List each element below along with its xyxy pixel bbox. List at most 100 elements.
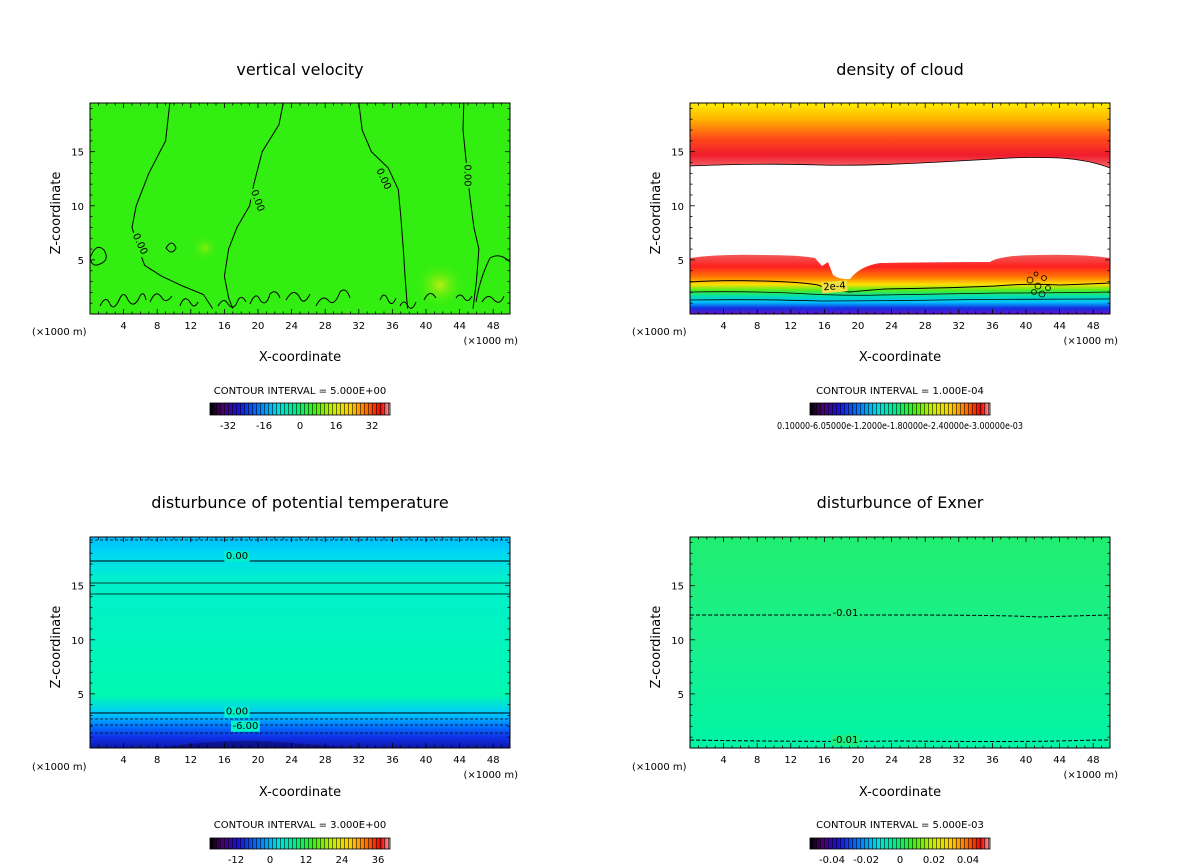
x-axis-label: X-coordinate [859,785,941,800]
contour-line [689,291,1111,296]
x-unit-right: (×1000 m) [1063,336,1118,347]
x-unit-right: (×1000 m) [463,336,518,347]
colorbar-tick-label: 24 [336,855,349,866]
colorbar-tick-label: 0 [267,855,273,866]
x-unit-right: (×1000 m) [1063,770,1118,781]
x-tick-label: 12 [184,321,197,332]
contour-line [223,102,284,309]
x-tick-label: 4 [120,755,126,766]
colorbar-tick-label: 12 [300,855,313,866]
x-axis-label: X-coordinate [859,350,941,365]
contour-label-bg [224,706,250,718]
contour-lines [90,539,510,734]
x-tick-label: 8 [754,321,760,332]
x-tick-label: 28 [919,321,932,332]
contour-lines [689,614,1111,742]
plot-field [90,537,510,748]
contour-label-text: 0.00 [226,707,248,718]
x-tick-label: 16 [218,321,231,332]
x-axis-label: X-coordinate [259,785,341,800]
contour-label: -0.01 [830,734,860,746]
x-tick-label: 4 [120,321,126,332]
contour-label: 0.00 [224,706,250,718]
x-tick-label: 4 [720,321,726,332]
surface-dark-band [160,740,360,748]
y-tick-label: 5 [78,690,84,701]
y-tick-label: 15 [71,582,84,593]
x-tick-label: 32 [352,755,365,766]
panel-title: vertical velocity [236,60,363,79]
contour-label-bg [830,608,860,620]
x-tick-label: 40 [1020,321,1033,332]
x-tick-label: 12 [784,321,797,332]
panel-title: disturbunce of potential temperature [151,493,448,512]
contour-label-bg [372,165,394,193]
contour-label-text: -0.01 [832,608,858,619]
x-unit-left: (×1000 m) [632,762,687,773]
contour-label-bg [129,230,150,258]
x-tick-label: 24 [885,755,898,766]
contour-label-bg [830,734,860,746]
panel-exner: disturbunce of Exner 4 8 12 16 20 24 28 32 36 40 4… [632,493,1118,866]
y-tick-label: 5 [678,256,684,267]
field-highlight [414,261,466,309]
y-tick-label: 10 [671,202,684,213]
colorbar [209,837,391,850]
colorbar-ticks: -0.04 -0.02 0 0.02 0.04 [819,855,979,866]
x-tick-label: 36 [986,321,999,332]
x-tick-label: 32 [952,755,965,766]
x-tick-label: 20 [852,321,865,332]
x-tick-label: 16 [218,755,231,766]
contour-line [689,280,1111,293]
colorbar-tick-label: -32 [220,421,236,432]
colorbar-tick-label: -12 [228,855,244,866]
x-tick-label: 48 [1087,321,1100,332]
field-highlight [191,234,219,262]
x-tick-label: 28 [319,321,332,332]
y-tick-label: 10 [71,636,84,647]
contour-squiggles [89,242,511,309]
colorbar-tick-label: 32 [366,421,379,432]
colorbar-ticks: -12 0 12 24 36 [228,855,385,866]
colorbar [209,402,391,416]
contour-label-bg [461,162,473,189]
x-tick-label: 36 [386,755,399,766]
contour-label-bg [224,550,250,562]
x-tick-label: 20 [252,321,265,332]
contour-lines [131,102,480,309]
colorbar-tick-label: 0.10000-6.05000e-1.2000e-1.80000e-2.4000… [777,421,1023,432]
x-tick-label: 4 [720,755,726,766]
contour-label: -6.00 [230,720,260,732]
x-tick-label: 20 [852,755,865,766]
x-tick-label: 36 [986,755,999,766]
contour-label-text: 0.00 [462,164,473,186]
x-tick-label: 24 [285,755,298,766]
x-tick-label: 24 [885,321,898,332]
x-tick-label: 12 [784,755,797,766]
colorbar-tick-label: 0.04 [957,855,979,866]
x-tick-label: 48 [1087,755,1100,766]
contour-line [358,102,408,309]
y-tick-label: 5 [678,690,684,701]
x-tick-label: 44 [1053,321,1066,332]
y-tick-label: 15 [671,582,684,593]
contour-label: 2e-4 [821,280,848,294]
x-tick-label: 16 [818,755,831,766]
x-tick-label: 12 [184,755,197,766]
contour-cluster [1026,271,1051,298]
x-axis-label: X-coordinate [259,350,341,365]
contour-line [689,298,1111,302]
x-unit-right: (×1000 m) [463,770,518,781]
x-tick-label: 8 [154,321,160,332]
x-tick-label: 32 [952,321,965,332]
x-tick-label: 32 [352,321,365,332]
contour-label-bg [247,186,267,215]
x-tick-label: 48 [487,755,500,766]
x-unit-left: (×1000 m) [32,327,87,338]
x-tick-label: 44 [453,321,466,332]
